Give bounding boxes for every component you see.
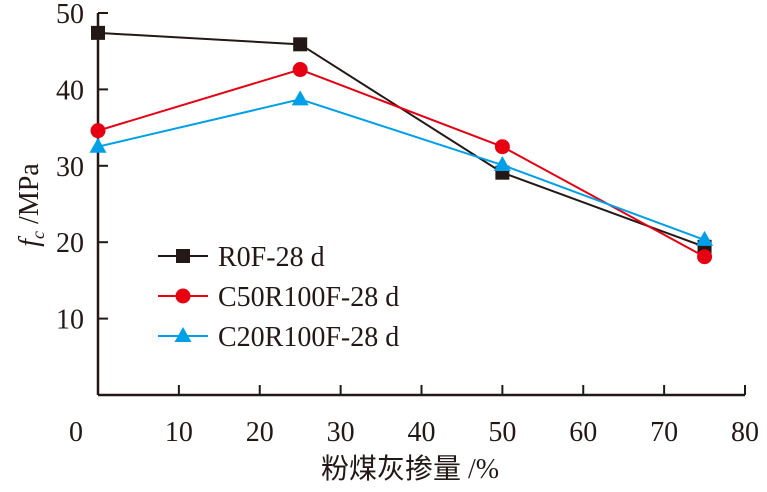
legend-item: C20R100F-28 d (158, 322, 399, 353)
triangle-marker (89, 137, 107, 153)
x-tick-label: 80 (731, 417, 759, 448)
y-tick-label: 30 (56, 152, 84, 183)
circle-marker (494, 139, 510, 155)
series-line (97, 98, 705, 241)
series-c50r100f-28-d (90, 62, 713, 265)
circle-marker (90, 123, 106, 139)
legend-item: C50R100F-28 d (158, 282, 399, 313)
triangle-marker (493, 156, 511, 172)
x-tick-label: 10 (165, 417, 193, 448)
circle-marker (292, 62, 308, 78)
legend: R0F-28 d C50R100F-28 d C20R100F-28 d (158, 242, 399, 353)
y-axis-label-main: f (14, 236, 45, 247)
square-marker (176, 249, 190, 263)
axes: 0 10 20 30 40 50 60 70 80 10 20 30 40 50 (56, 0, 759, 448)
x-tick-label: 50 (488, 417, 516, 448)
y-tick-label: 50 (56, 0, 84, 30)
y-tick-label: 40 (56, 75, 84, 106)
x-tick-label: 20 (246, 417, 274, 448)
square-marker (91, 25, 105, 40)
triangle-marker (291, 90, 309, 106)
triangle-marker (696, 230, 714, 246)
y-tick-label: 10 (56, 305, 84, 336)
series-lines (89, 25, 714, 265)
x-tick-label: 60 (569, 417, 597, 448)
legend-item: R0F-28 d (158, 242, 325, 273)
x-tick-label: 40 (408, 417, 436, 448)
y-axis-label: fc /MPa (14, 163, 48, 247)
x-axis-label: 粉煤灰掺量 /% (321, 453, 499, 485)
square-marker (293, 37, 308, 52)
x-tick-label: 0 (69, 417, 83, 448)
y-axis-label-sub: c (28, 231, 48, 239)
legend-label: C20R100F-28 d (218, 322, 399, 353)
y-tick-label: 20 (56, 228, 84, 259)
legend-label: C50R100F-28 d (218, 282, 399, 313)
circle-marker (697, 249, 713, 265)
series-r0f-28-d (91, 25, 712, 254)
x-tick-label: 30 (327, 417, 355, 448)
series-line (97, 68, 706, 258)
circle-marker (175, 288, 191, 304)
y-axis-label-unit: /MPa (14, 163, 45, 231)
triangle-marker (174, 327, 192, 342)
series-line (97, 31, 705, 248)
series-c20r100f-28-d (89, 90, 714, 246)
legend-label: R0F-28 d (218, 242, 325, 273)
x-tick-label: 70 (650, 417, 678, 448)
